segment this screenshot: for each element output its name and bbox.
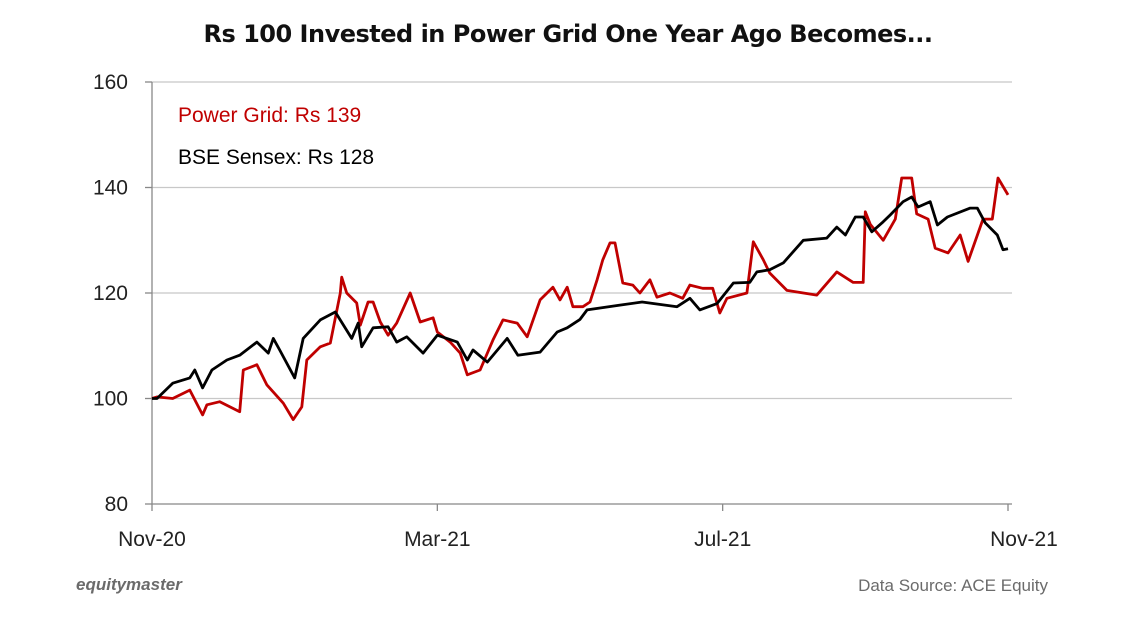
data-source: Data Source: ACE Equity bbox=[858, 576, 1048, 595]
y-tick-label: 80 bbox=[105, 493, 128, 516]
x-tick-label: Nov-21 bbox=[990, 528, 1058, 551]
equitymaster-logo: equitymaster bbox=[76, 575, 182, 594]
chart-title: Rs 100 Invested in Power Grid One Year A… bbox=[203, 20, 933, 48]
y-tick-label: 120 bbox=[93, 282, 128, 305]
x-tick-label: Jul-21 bbox=[694, 528, 751, 551]
y-tick-label: 140 bbox=[93, 177, 128, 200]
y-tick-label: 100 bbox=[93, 388, 128, 411]
series-line-bse-sensex bbox=[152, 195, 1009, 400]
legend-entry: Power Grid: Rs 139 bbox=[178, 104, 361, 127]
x-tick-label: Nov-20 bbox=[118, 528, 186, 551]
series-line-power-grid bbox=[151, 176, 1010, 421]
y-tick-label: 160 bbox=[93, 71, 128, 94]
x-tick-label: Mar-21 bbox=[404, 528, 471, 551]
legend-entry: BSE Sensex: Rs 128 bbox=[178, 146, 374, 169]
